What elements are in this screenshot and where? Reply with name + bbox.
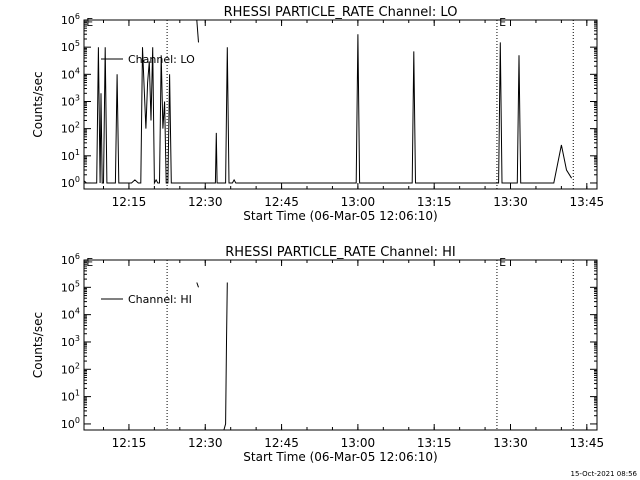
x-tick-label: 12:30 [188, 436, 223, 450]
e-marker-label: E [86, 16, 93, 29]
y-tick-label: 103 [61, 334, 80, 349]
plot-frame [83, 259, 598, 431]
data-series-1 [196, 282, 199, 288]
x-tick-label: 13:00 [341, 195, 376, 209]
x-tick-label: 13:30 [493, 436, 528, 450]
x-axis-label: Start Time (06-Mar-05 12:06:10) [243, 209, 437, 223]
chart-title: RHESSI PARTICLE_RATE Channel: LO [224, 5, 458, 20]
y-axis-label: Counts/sec [31, 71, 45, 137]
x-tick-label: 13:15 [417, 436, 452, 450]
x-tick-label: 12:15 [112, 195, 147, 209]
y-tick-label: 100 [61, 416, 80, 431]
legend-label: Channel: LO [128, 53, 195, 66]
x-tick-label: 13:45 [570, 436, 605, 450]
x-tick-label: 13:30 [493, 195, 528, 209]
legend-label: Channel: HI [128, 293, 192, 306]
y-tick-label: 100 [61, 175, 80, 190]
y-tick-label: 104 [61, 66, 80, 81]
x-tick-label: 12:30 [188, 195, 223, 209]
y-axis-label: Counts/sec [31, 312, 45, 378]
x-tick-label: 13:00 [341, 436, 376, 450]
x-tick-label: 12:45 [264, 436, 299, 450]
y-tick-label: 106 [61, 12, 80, 27]
e-marker-label: E [499, 16, 506, 29]
y-tick-label: 104 [61, 307, 80, 322]
x-tick-label: 12:45 [264, 195, 299, 209]
y-tick-label: 102 [61, 361, 80, 376]
lo-channel-panel: RHESSI PARTICLE_RATE Channel: LO 12:15 12:… [31, 5, 604, 223]
data-series-0 [83, 34, 573, 185]
y-tick-label: 106 [61, 252, 80, 267]
e-marker-label: E [499, 256, 506, 269]
y-tick-label: 101 [61, 148, 80, 163]
e-marker-label: E [86, 256, 93, 269]
footer-timestamp: 15-Oct-2021 08:56 [571, 470, 638, 478]
hi-channel-panel: RHESSI PARTICLE_RATE Channel: HI 12:15 12:… [31, 245, 604, 464]
y-tick-label: 105 [61, 39, 80, 54]
chart-title: RHESSI PARTICLE_RATE Channel: HI [225, 245, 455, 260]
data-series-1 [196, 19, 199, 43]
x-tick-label: 12:15 [112, 436, 147, 450]
data-series-0 [223, 282, 228, 431]
y-tick-label: 103 [61, 93, 80, 108]
x-tick-label: 13:15 [417, 195, 452, 209]
x-axis-label: Start Time (06-Mar-05 12:06:10) [243, 450, 437, 464]
x-tick-label: 13:45 [570, 195, 605, 209]
y-tick-label: 102 [61, 121, 80, 136]
y-tick-label: 105 [61, 279, 80, 294]
y-tick-label: 101 [61, 389, 80, 404]
